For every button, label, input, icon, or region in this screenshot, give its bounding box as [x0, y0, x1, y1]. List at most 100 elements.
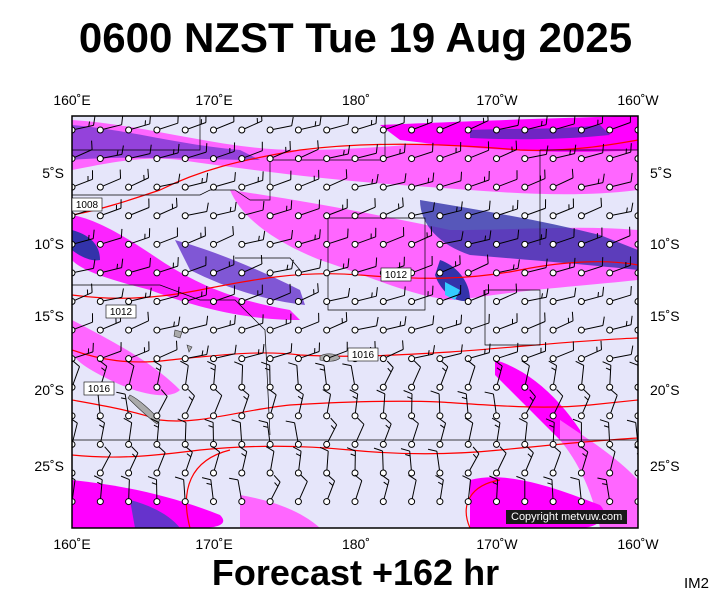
wind-barb: [292, 446, 302, 477]
wind-barb: [606, 143, 632, 163]
wind-barb: [150, 418, 161, 448]
wind-barb: [464, 446, 480, 477]
top-lon-label-170w: 170˚W: [476, 92, 518, 108]
wind-barb: [457, 390, 472, 420]
map-title: 0600 NZST Tue 19 Aug 2025: [78, 14, 633, 61]
wind-barb: [521, 446, 534, 477]
wind-barb: [323, 258, 350, 277]
wind-barb: [577, 173, 605, 191]
wind-barb: [577, 316, 605, 334]
wind-barb: [549, 144, 577, 163]
wind-barb: [606, 202, 634, 220]
wind-barb: [606, 315, 633, 334]
wind-barb: [379, 360, 394, 391]
wind-barb: [549, 116, 576, 134]
wind-barb: [351, 316, 379, 334]
wind-barb: [408, 202, 435, 220]
wind-barb: [634, 212, 638, 220]
wind-barb: [266, 116, 294, 134]
bottom-lon-label-160w: 160˚W: [617, 536, 659, 552]
wind-barb: [125, 228, 151, 248]
isobar-label-1008: 1008: [71, 197, 103, 212]
wind-barb: [577, 286, 605, 305]
wind-barb: [575, 360, 585, 391]
wind-barb: [96, 116, 124, 134]
map-frame: [71, 115, 639, 529]
wind-barb: [153, 360, 162, 391]
wind-barb: [379, 227, 405, 248]
wind-barb: [436, 360, 449, 391]
wind-barb: [72, 170, 94, 191]
wind-barb: [181, 315, 209, 334]
wind-barb: [210, 172, 236, 191]
wind-barb: [174, 476, 189, 506]
wind-barb: [436, 314, 463, 334]
wind-barb: [294, 312, 320, 334]
wind-barb: [493, 313, 518, 334]
top-lon-label-170e: 170˚E: [195, 92, 232, 108]
wind-barb: [606, 345, 634, 363]
wind-barb: [436, 142, 462, 163]
wind-barb: [323, 198, 348, 220]
wind-barb: [323, 417, 338, 448]
wind-barb: [577, 116, 604, 134]
copyright-badge: Copyright metvuw.com: [506, 510, 628, 524]
wind-barb: [266, 259, 294, 277]
wind-barb: [153, 143, 180, 163]
wind-barb: [464, 313, 490, 334]
wind-barb: [549, 311, 574, 334]
wind-barb: [521, 116, 548, 134]
wind-barb: [96, 417, 105, 448]
wind-barb: [238, 141, 263, 163]
wind-barb: [207, 360, 217, 391]
wind-barb: [96, 446, 112, 477]
wind-barb: [462, 475, 472, 506]
wind-barb: [96, 288, 124, 305]
wind-barb: [493, 170, 518, 191]
wind-barb: [521, 312, 546, 334]
wind-barb: [323, 312, 348, 334]
wind-barb: [464, 360, 476, 391]
wind-barb: [125, 287, 152, 305]
wind-barb: [238, 388, 250, 420]
wind-barb: [125, 257, 151, 277]
wind-barb: [521, 360, 530, 391]
wind-barb: [266, 140, 291, 163]
wind-barb: [125, 446, 139, 477]
wind-barb: [153, 340, 178, 363]
wind-barb: [549, 257, 576, 277]
wind-barb: [266, 313, 292, 334]
wind-barb: [153, 316, 181, 334]
wind-barb: [577, 227, 603, 248]
wind-barb: [238, 284, 263, 305]
wind-barb: [323, 169, 348, 191]
wind-barb: [294, 388, 304, 420]
wind-barb: [606, 226, 631, 248]
wind-barb: [436, 231, 464, 248]
wind-barb: [294, 116, 322, 134]
wind-barb: [153, 227, 178, 248]
bottom-lon-label-160e: 160˚E: [53, 536, 90, 552]
wind-barb: [577, 197, 602, 220]
wind-barb: [493, 283, 518, 305]
wind-barb: [464, 343, 491, 363]
wind-barb: [577, 446, 589, 477]
wind-barb: [294, 140, 319, 163]
wind-barb: [436, 344, 463, 363]
wind-barb: [606, 172, 633, 191]
wind-barb: [634, 355, 638, 363]
wind-barb: [238, 446, 248, 477]
wind-barb-layer: [72, 116, 638, 506]
wind-barb: [181, 256, 207, 277]
wind-barb: [570, 476, 585, 506]
wind-barb: [549, 287, 577, 305]
wind-barb: [96, 145, 124, 163]
wind-barb: [606, 116, 631, 134]
wind-barb: [577, 340, 602, 363]
wind-barb: [96, 342, 122, 363]
wind-barb: [464, 417, 474, 448]
wind-barb: [96, 258, 124, 277]
wind-barb: [408, 116, 433, 134]
wind-barb: [435, 474, 444, 506]
wind-barb: [408, 142, 434, 163]
